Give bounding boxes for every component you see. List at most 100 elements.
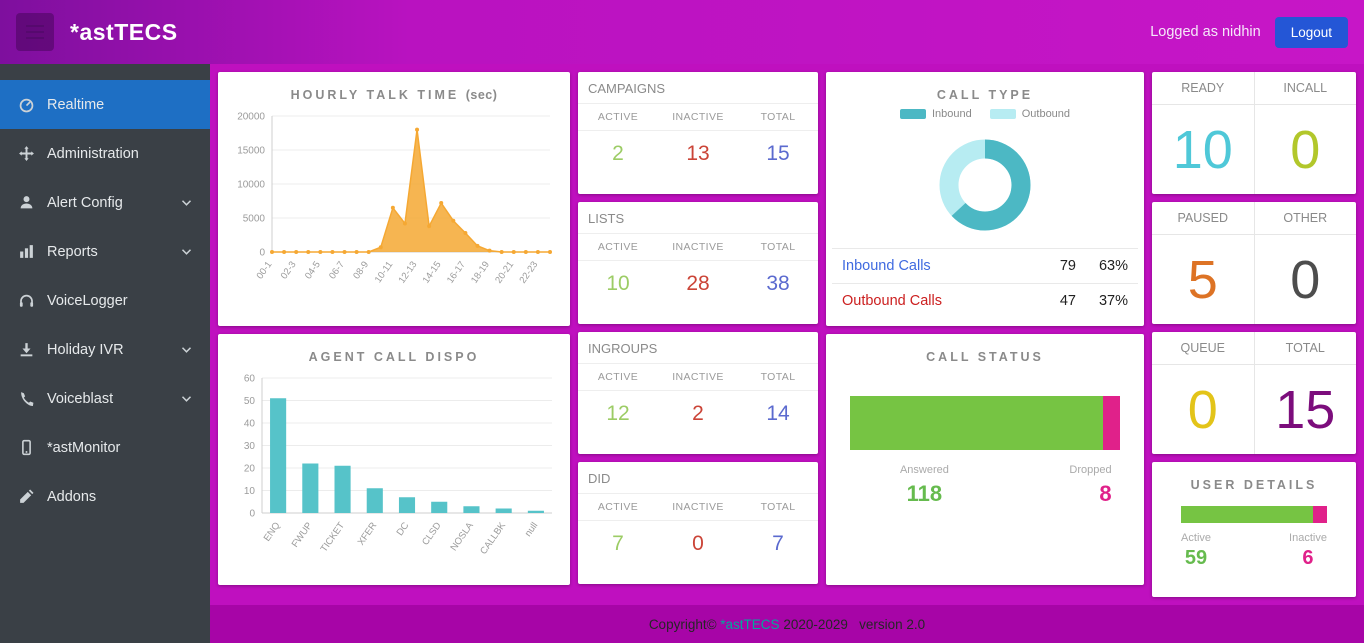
active-segment bbox=[1181, 506, 1314, 523]
other-count: 0 bbox=[1290, 249, 1321, 310]
card-title: USER DETAILS bbox=[1190, 478, 1318, 492]
card-title: DID bbox=[578, 462, 818, 494]
svg-text:08-9: 08-9 bbox=[351, 259, 371, 281]
svg-text:16-17: 16-17 bbox=[445, 259, 468, 285]
dashboard-content: HOURLY TALK TIME (sec) 0 5000 10000 15000 20… bbox=[210, 64, 1364, 605]
logout-button[interactable]: Logout bbox=[1274, 16, 1348, 48]
svg-text:DC: DC bbox=[395, 520, 412, 538]
svg-text:CLSD: CLSD bbox=[420, 520, 444, 547]
copyright-text: Copyright© bbox=[648, 616, 721, 632]
total-count: 14 bbox=[766, 402, 790, 425]
agent-call-dispo-card: AGENT CALL DISPO 0 10 20 30 40 50 60 ENQ FWUP TIC… bbox=[218, 334, 570, 585]
call-status-card: CALL STATUS Answered 118 Dropped 8 bbox=[826, 334, 1144, 585]
svg-text:20-21: 20-21 bbox=[493, 259, 516, 285]
outbound-calls-row: Outbound Calls 47 37% bbox=[832, 283, 1138, 318]
table-row: 2 13 15 bbox=[578, 131, 818, 177]
col-header: TOTAL bbox=[760, 111, 796, 123]
lists-card: LISTS ACTIVE INACTIVE TOTAL 10 28 38 bbox=[578, 202, 818, 324]
sidebar-item-label: *astMonitor bbox=[47, 439, 121, 456]
svg-text:22-23: 22-23 bbox=[517, 259, 540, 285]
sidebar-item-addons[interactable]: Addons bbox=[0, 472, 210, 521]
svg-text:00-1: 00-1 bbox=[255, 259, 275, 281]
card-title: AGENT CALL DISPO bbox=[308, 350, 480, 364]
legend-item-outbound: Outbound bbox=[989, 108, 1070, 120]
headphones-icon bbox=[18, 292, 35, 309]
user-details-labels: Active 59 Inactive 6 bbox=[1181, 532, 1327, 570]
hourly-talk-time-card: HOURLY TALK TIME (sec) 0 5000 10000 15000 20… bbox=[218, 72, 570, 326]
inbound-calls-row: Inbound Calls 79 63% bbox=[832, 248, 1138, 283]
bar-chart-icon bbox=[18, 243, 35, 260]
svg-text:10000: 10000 bbox=[237, 180, 265, 191]
sidebar-item-voicelogger[interactable]: VoiceLogger bbox=[0, 276, 210, 325]
sidebar-item-astmonitor[interactable]: *astMonitor bbox=[0, 423, 210, 472]
svg-text:50: 50 bbox=[244, 396, 256, 407]
chevron-down-icon bbox=[181, 346, 192, 354]
active-count: 2 bbox=[612, 142, 624, 165]
sidebar-item-realtime[interactable]: Realtime bbox=[0, 80, 210, 129]
col-header: INACTIVE bbox=[672, 241, 724, 253]
chart-legend: Inbound Outbound bbox=[832, 108, 1138, 120]
active-count: 10 bbox=[606, 272, 630, 295]
user-details-card: USER DETAILS Active 59 Inactive 6 bbox=[1152, 462, 1356, 597]
outbound-calls-pct: 37% bbox=[1098, 293, 1128, 309]
svg-text:15000: 15000 bbox=[237, 146, 265, 157]
svg-text:40: 40 bbox=[244, 419, 256, 430]
card-title: CAMPAIGNS bbox=[578, 72, 818, 104]
did-card: DID ACTIVE INACTIVE TOTAL 7 0 7 bbox=[578, 462, 818, 584]
svg-text:null: null bbox=[523, 520, 540, 538]
hamburger-icon[interactable] bbox=[16, 13, 54, 51]
chevron-down-icon bbox=[181, 248, 192, 256]
col-header: INACTIVE bbox=[672, 371, 724, 383]
col-header: ACTIVE bbox=[597, 371, 639, 383]
svg-text:0: 0 bbox=[259, 248, 265, 259]
svg-text:ENQ: ENQ bbox=[262, 520, 283, 543]
sidebar-item-alert-config[interactable]: Alert Config bbox=[0, 178, 210, 227]
inbound-swatch bbox=[899, 109, 926, 119]
answered-segment bbox=[850, 396, 1103, 450]
other-label: OTHER bbox=[1283, 211, 1328, 225]
inactive-label: Inactive bbox=[1289, 532, 1327, 544]
move-icon bbox=[18, 145, 35, 162]
table-header: ACTIVE INACTIVE TOTAL bbox=[578, 104, 818, 131]
logged-in-user: Logged as nidhin bbox=[1150, 24, 1261, 40]
active-count: 59 bbox=[1184, 547, 1208, 569]
ready-count: 10 bbox=[1152, 105, 1255, 194]
user-details-bar bbox=[1181, 506, 1327, 523]
col-header: ACTIVE bbox=[597, 241, 639, 253]
card-title: CALL STATUS bbox=[926, 350, 1044, 364]
inbound-calls-pct: 63% bbox=[1098, 258, 1128, 274]
paused-count: 5 bbox=[1152, 235, 1255, 324]
active-label: Active bbox=[1181, 532, 1212, 544]
sidebar-item-label: Administration bbox=[47, 145, 139, 162]
hourly-talk-time-chart: 0 5000 10000 15000 20000 00-1 02-3 04-5 06-7 08-9… bbox=[237, 112, 552, 286]
sidebar-item-label: Addons bbox=[47, 488, 97, 505]
outbound-swatch bbox=[989, 109, 1016, 119]
svg-text:14-15: 14-15 bbox=[421, 259, 444, 285]
sidebar-item-administration[interactable]: Administration bbox=[0, 129, 210, 178]
answered-count: 118 bbox=[906, 481, 943, 506]
paused-other-card: PAUSED OTHER 5 0 bbox=[1152, 202, 1356, 324]
table-row: 12 2 14 bbox=[578, 391, 818, 437]
incall-label: INCALL bbox=[1283, 81, 1328, 95]
call-type-card: CALL TYPE Inbound Outbound bbox=[826, 72, 1144, 326]
sidebar-item-voiceblast[interactable]: Voiceblast bbox=[0, 374, 210, 423]
app-brand: *astTECS bbox=[70, 18, 178, 45]
svg-text:12-13: 12-13 bbox=[397, 259, 420, 285]
col-header: TOTAL bbox=[760, 371, 796, 383]
svg-text:CALLBK: CALLBK bbox=[478, 520, 508, 557]
answered-label: Answered bbox=[899, 464, 949, 476]
sidebar-item-label: Reports bbox=[47, 243, 98, 260]
table-row: 7 0 7 bbox=[578, 521, 818, 567]
sidebar-item-reports[interactable]: Reports bbox=[0, 227, 210, 276]
sidebar-item-label: Voiceblast bbox=[47, 390, 114, 407]
chevron-down-icon bbox=[181, 395, 192, 403]
sidebar-item-holiday-ivr[interactable]: Holiday IVR bbox=[0, 325, 210, 374]
total-label: TOTAL bbox=[1285, 341, 1325, 355]
incall-count: 0 bbox=[1290, 119, 1321, 180]
col-header: TOTAL bbox=[760, 241, 796, 253]
footer: Copyright© *astTECS 2020-2029 version 2.… bbox=[210, 605, 1364, 643]
agent-call-dispo-chart: 0 10 20 30 40 50 60 ENQ FWUP TICKET XFER DC CLSD NOSL… bbox=[244, 374, 552, 557]
total-count: 7 bbox=[772, 532, 784, 555]
inbound-calls-label: Inbound Calls bbox=[842, 258, 931, 274]
inactive-count: 2 bbox=[692, 402, 704, 425]
